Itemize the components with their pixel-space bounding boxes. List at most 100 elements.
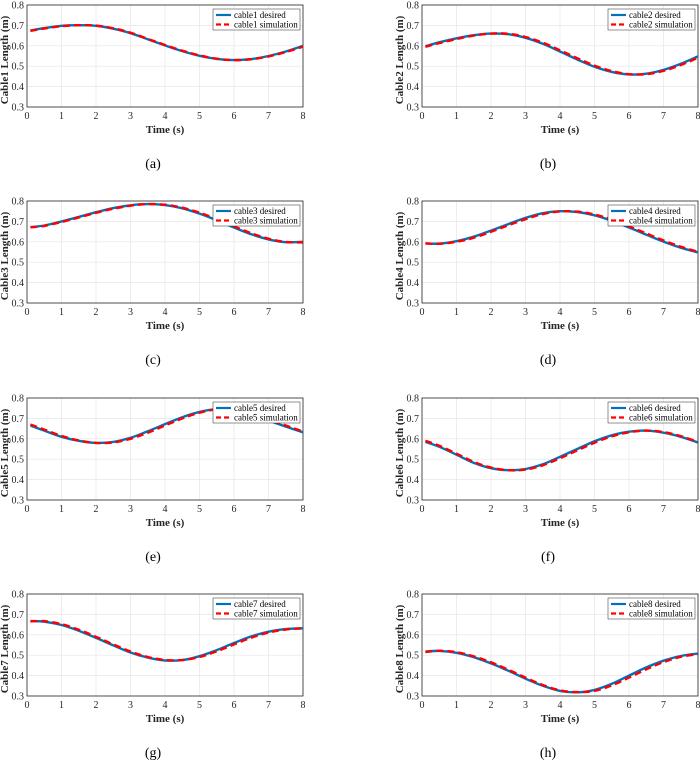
y-tick-label: 0.5: [407, 258, 420, 269]
x-tick-label: 0: [25, 307, 30, 318]
subplot-f: 0 1 2 3 4 5 6 7 8 0.3 0.4 0.5 0.6 0.7 0.8 Time (s) Cable…: [394, 394, 700, 566]
legend-label: cable4 desired: [629, 206, 681, 216]
x-tick-label: 1: [454, 700, 459, 711]
legend-label: cable5 simulation: [234, 413, 298, 423]
y-tick-label: 0.6: [407, 237, 420, 248]
x-tick-label: 6: [232, 307, 237, 318]
x-tick-label: 0: [420, 307, 425, 318]
y-axis-label: Cable4 Length (m): [394, 211, 406, 300]
x-tick-label: 5: [592, 111, 597, 122]
subplot-caption: (d): [540, 353, 557, 368]
x-tick-label: 1: [454, 504, 459, 515]
x-tick-label: 0: [25, 700, 30, 711]
y-tick-label: 0.7: [407, 610, 420, 621]
y-tick-label: 0.4: [12, 82, 25, 93]
x-tick-label: 6: [627, 700, 632, 711]
x-tick-label: 4: [163, 307, 168, 318]
y-tick-label: 0.5: [407, 62, 420, 73]
axes-box: [421, 397, 699, 501]
subplot-d: 0 1 2 3 4 5 6 7 8 0.3 0.4 0.5 0.6 0.7 0.8 Time (s) Cable…: [394, 197, 700, 369]
x-tick-label: 6: [232, 700, 237, 711]
axes-box: [26, 200, 304, 304]
x-tick-label: 2: [489, 307, 494, 318]
y-tick-label: 0.5: [407, 651, 420, 662]
legend-label: cable7 simulation: [234, 609, 298, 619]
y-tick-label: 0.6: [407, 630, 420, 641]
x-tick-label: 2: [94, 307, 99, 318]
y-tick-label: 0.6: [12, 630, 25, 641]
y-axis-label: Cable8 Length (m): [394, 604, 406, 693]
x-tick-label: 6: [232, 504, 237, 515]
x-tick-label: 0: [420, 700, 425, 711]
y-tick-label: 0.3: [407, 103, 420, 114]
y-tick-label: 0.4: [407, 278, 420, 289]
subplot-caption: (a): [145, 157, 161, 172]
legend-box: [212, 401, 301, 424]
y-tick-label: 0.8: [407, 1, 420, 12]
x-tick-label: 8: [301, 307, 306, 318]
x-tick-label: 5: [592, 504, 597, 515]
legend-box: [607, 401, 696, 424]
x-tick-label: 8: [696, 307, 700, 318]
x-tick-label: 3: [128, 700, 133, 711]
legend-label: cable2 simulation: [629, 20, 693, 30]
y-tick-label: 0.5: [12, 258, 25, 269]
x-tick-label: 1: [454, 307, 459, 318]
x-tick-label: 1: [59, 307, 64, 318]
y-tick-label: 0.5: [12, 455, 25, 466]
x-tick-label: 6: [627, 504, 632, 515]
x-tick-label: 8: [696, 111, 700, 122]
y-tick-label: 0.7: [407, 414, 420, 425]
x-tick-label: 4: [163, 504, 168, 515]
legend-label: cable6 simulation: [629, 413, 693, 423]
y-tick-label: 0.3: [12, 299, 25, 310]
y-tick-label: 0.3: [12, 692, 25, 703]
x-tick-label: 5: [592, 700, 597, 711]
x-tick-label: 1: [454, 111, 459, 122]
subplot-caption: (h): [540, 746, 557, 761]
x-tick-label: 0: [420, 504, 425, 515]
y-tick-label: 0.4: [12, 475, 25, 486]
legend-label: cable5 desired: [234, 403, 286, 413]
y-tick-label: 0.6: [12, 434, 25, 445]
legend-label: cable8 simulation: [629, 609, 693, 619]
simulation-line: [425, 209, 698, 253]
axes-box: [26, 397, 304, 501]
x-tick-label: 7: [661, 504, 666, 515]
legend-label: cable1 simulation: [234, 20, 298, 30]
y-tick-label: 0.5: [12, 62, 25, 73]
subplot-h: 0 1 2 3 4 5 6 7 8 0.3 0.4 0.5 0.6 0.7 0.8 Time (s) Cable…: [394, 590, 700, 762]
y-tick-label: 0.5: [12, 651, 25, 662]
legend-label: cable3 desired: [234, 206, 286, 216]
legend-box: [212, 204, 301, 227]
legend-label: cable8 desired: [629, 599, 681, 609]
y-tick-label: 0.6: [407, 41, 420, 52]
legend-box: [212, 597, 301, 620]
y-tick-label: 0.7: [12, 21, 25, 32]
y-tick-label: 0.7: [12, 414, 25, 425]
y-tick-label: 0.4: [12, 278, 25, 289]
legend-label: cable6 desired: [629, 403, 681, 413]
x-tick-label: 4: [558, 307, 563, 318]
y-tick-label: 0.3: [407, 692, 420, 703]
x-tick-label: 5: [197, 111, 202, 122]
x-tick-label: 5: [197, 504, 202, 515]
x-tick-label: 0: [25, 504, 30, 515]
y-tick-label: 0.6: [407, 434, 420, 445]
x-tick-label: 6: [627, 307, 632, 318]
subplot-c: 0 1 2 3 4 5 6 7 8 0.3 0.4 0.5 0.6 0.7 0.8 Time (s) Cable…: [0, 197, 306, 369]
x-tick-label: 8: [696, 504, 700, 515]
x-tick-label: 3: [128, 111, 133, 122]
x-tick-label: 5: [197, 700, 202, 711]
x-tick-label: 2: [489, 700, 494, 711]
x-tick-label: 3: [523, 504, 528, 515]
y-tick-label: 0.7: [12, 610, 25, 621]
x-tick-label: 2: [94, 504, 99, 515]
x-tick-label: 1: [59, 700, 64, 711]
simulation-line: [425, 32, 698, 76]
